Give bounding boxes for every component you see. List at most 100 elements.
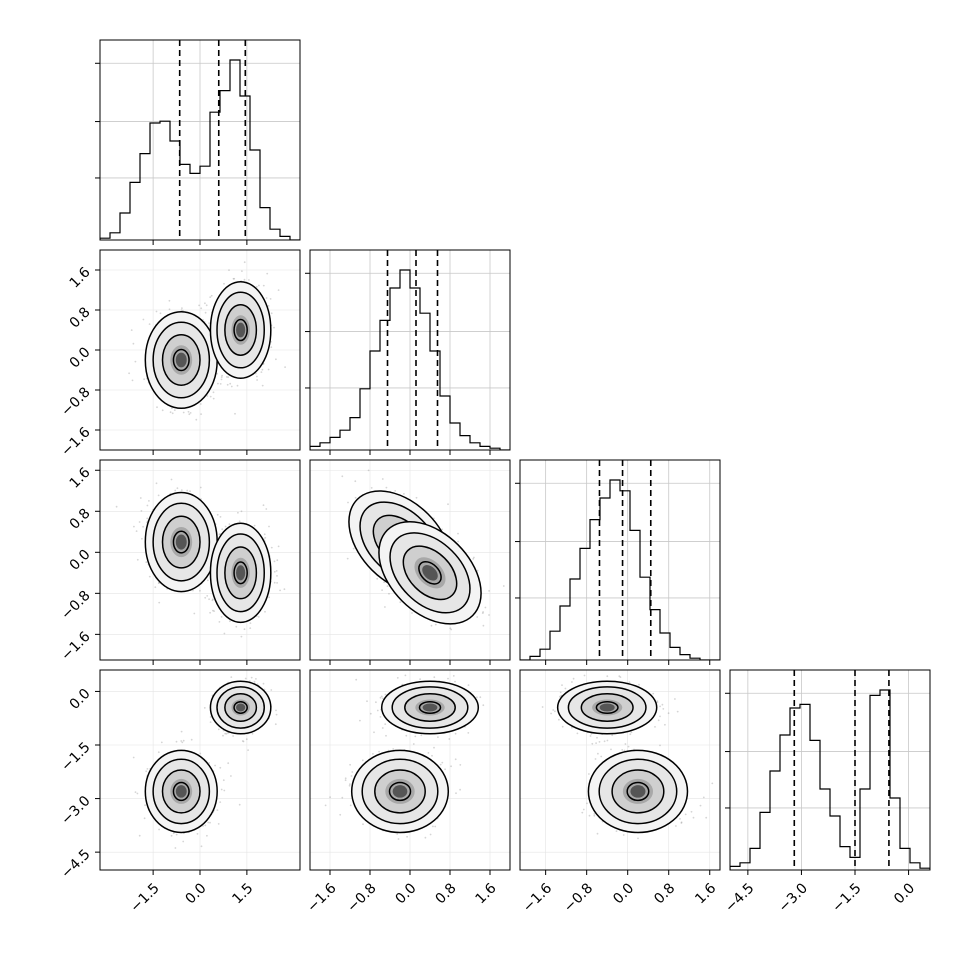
scatter-point: [148, 500, 150, 502]
scatter-point: [146, 504, 149, 507]
scatter-point: [180, 740, 183, 742]
scatter-point: [134, 791, 137, 793]
scatter-point: [199, 486, 202, 489]
scatter-point: [270, 346, 273, 349]
scatter-point: [229, 620, 231, 623]
scatter-point: [219, 383, 222, 385]
scatter-point: [131, 379, 134, 382]
scatter-point: [155, 482, 158, 485]
scatter-point: [181, 307, 183, 309]
scatter-point: [225, 376, 228, 378]
scatter-point: [381, 589, 383, 591]
scatter-point: [237, 511, 239, 514]
scatter-point: [482, 624, 485, 627]
scatter-point: [157, 751, 160, 754]
y-tick-label: 1.6: [67, 465, 94, 492]
scatter-point: [415, 496, 418, 499]
scatter-point: [223, 789, 226, 792]
contour-line: [224, 546, 258, 600]
scatter-point: [199, 752, 202, 755]
scatter-point: [220, 616, 223, 618]
panel-content: [100, 40, 300, 240]
scatter-point: [268, 596, 270, 599]
scatter-point: [170, 478, 173, 481]
scatter-point: [196, 833, 199, 835]
scatter-point: [388, 592, 390, 595]
scatter-point: [182, 411, 185, 414]
scatter-point: [370, 487, 373, 489]
scatter-point: [261, 368, 264, 371]
scatter-point: [256, 375, 258, 378]
scatter-point: [262, 504, 265, 507]
scatter-point: [228, 269, 230, 271]
scatter-point: [209, 821, 211, 824]
scatter-point: [232, 277, 235, 280]
scatter-point: [220, 378, 223, 381]
contour-line: [209, 280, 272, 380]
scatter-point: [182, 739, 185, 742]
scatter-point: [198, 304, 201, 307]
scatter-point: [204, 824, 207, 827]
contour-line: [161, 515, 201, 569]
scatter-point: [276, 575, 278, 577]
scatter-point: [249, 622, 252, 624]
scatter-point: [441, 528, 444, 531]
scatter-point: [488, 590, 490, 592]
scatter-point: [133, 525, 135, 528]
scatter-point: [257, 616, 260, 618]
scatter-point: [256, 379, 258, 381]
scatter-point: [156, 406, 158, 409]
scatter-point: [267, 368, 270, 371]
panel-content: [310, 250, 510, 450]
scatter-point: [258, 284, 260, 287]
scatter-point: [394, 490, 397, 492]
scatter-point: [135, 530, 138, 532]
y-tick-label: −0.8: [58, 384, 93, 419]
scatter-point: [482, 611, 484, 613]
scatter-point: [228, 523, 231, 525]
scatter-point: [403, 493, 405, 495]
scatter-point: [154, 586, 157, 589]
scatter-point: [243, 261, 246, 264]
scatter-point: [188, 413, 191, 416]
scatter-point: [158, 828, 161, 831]
scatter-point: [270, 312, 273, 315]
contour-line: [152, 502, 211, 582]
scatter-point: [145, 561, 148, 564]
scatter-point: [260, 371, 263, 373]
contour-line: [152, 321, 211, 399]
scatter-point: [206, 579, 209, 582]
scatter-point: [200, 307, 203, 310]
scatter-point: [212, 397, 215, 400]
scatter-point: [457, 532, 459, 535]
scatter-point: [217, 382, 219, 385]
scatter-point: [241, 270, 243, 272]
panel-content: [520, 460, 720, 660]
scatter-point: [223, 282, 225, 285]
scatter-point: [168, 299, 171, 302]
y-tick-label: −1.6: [58, 424, 93, 459]
scatter-point: [168, 308, 171, 311]
panel-1-1: [305, 249, 511, 455]
density-fill: [422, 565, 438, 581]
scatter-point: [447, 503, 449, 506]
scatter-point: [213, 610, 216, 612]
scatter-point: [138, 521, 141, 523]
scatter-point: [170, 834, 173, 837]
scatter-point: [236, 384, 239, 387]
scatter-point: [175, 740, 178, 743]
scatter-point: [218, 621, 221, 623]
scatter-point: [450, 628, 453, 631]
scatter-point: [142, 525, 145, 528]
scatter-point: [193, 612, 196, 615]
scatter-point: [263, 533, 266, 536]
scatter-point: [211, 599, 214, 602]
scatter-point: [219, 766, 222, 769]
scatter-point: [233, 277, 236, 280]
scatter-point: [484, 606, 487, 609]
scatter-point: [234, 412, 236, 415]
y-tick-label: 0.0: [67, 547, 94, 574]
density-fill: [236, 322, 246, 338]
scatter-point: [148, 323, 151, 325]
scatter-point: [159, 312, 162, 315]
